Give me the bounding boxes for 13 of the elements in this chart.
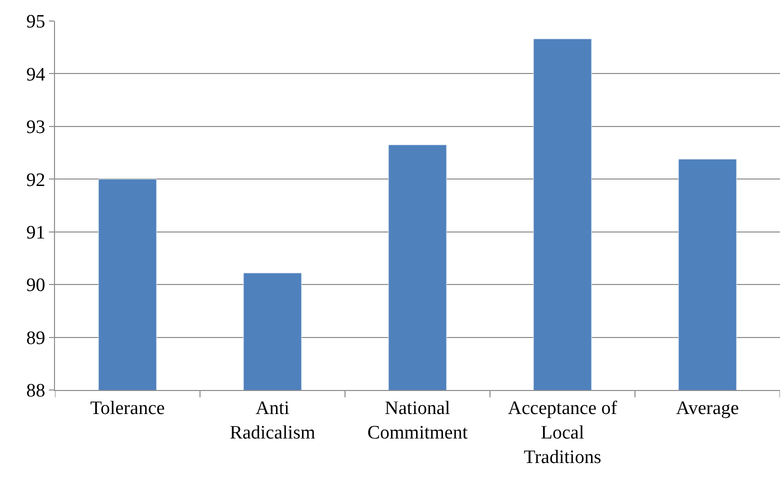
y-tick-label: 95 xyxy=(26,12,46,33)
x-tick-label: National Commitment xyxy=(367,398,468,444)
y-tick-label: 93 xyxy=(26,117,46,138)
y-tick-label: 90 xyxy=(26,275,46,296)
x-tick-label: Average xyxy=(676,398,739,419)
y-tick-label: 91 xyxy=(26,222,46,244)
x-tick-label: Acceptance of Local Traditions xyxy=(508,398,618,468)
x-tick-label: Tolerance xyxy=(90,398,165,419)
y-tick-label: 92 xyxy=(26,170,46,191)
y-tick-label: 94 xyxy=(26,64,46,86)
y-tick-label: 88 xyxy=(26,380,46,402)
x-tick-label: Anti Radicalism xyxy=(230,398,316,444)
y-tick-label: 89 xyxy=(26,328,46,349)
